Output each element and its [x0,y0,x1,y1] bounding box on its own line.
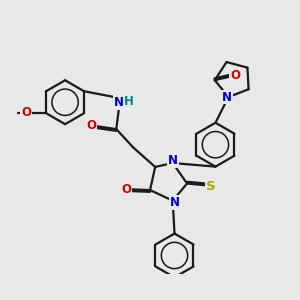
Text: O: O [121,183,131,196]
Text: N: N [114,96,124,109]
Text: O: O [230,69,240,82]
Text: N: N [222,91,232,103]
Text: O: O [86,119,96,132]
Text: N: N [168,154,178,167]
Text: O: O [21,106,31,119]
Text: N: N [170,196,180,208]
Text: H: H [124,94,134,108]
Text: S: S [206,179,216,193]
